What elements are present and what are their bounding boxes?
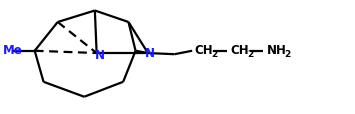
Text: CH: CH: [230, 43, 249, 56]
Text: Me: Me: [2, 44, 22, 57]
Text: 2: 2: [211, 50, 217, 59]
Text: CH: CH: [194, 43, 213, 56]
Text: N: N: [94, 48, 104, 61]
Text: N: N: [145, 47, 155, 60]
Text: 2: 2: [247, 50, 254, 59]
Text: 2: 2: [284, 50, 290, 59]
Text: NH: NH: [267, 43, 287, 56]
